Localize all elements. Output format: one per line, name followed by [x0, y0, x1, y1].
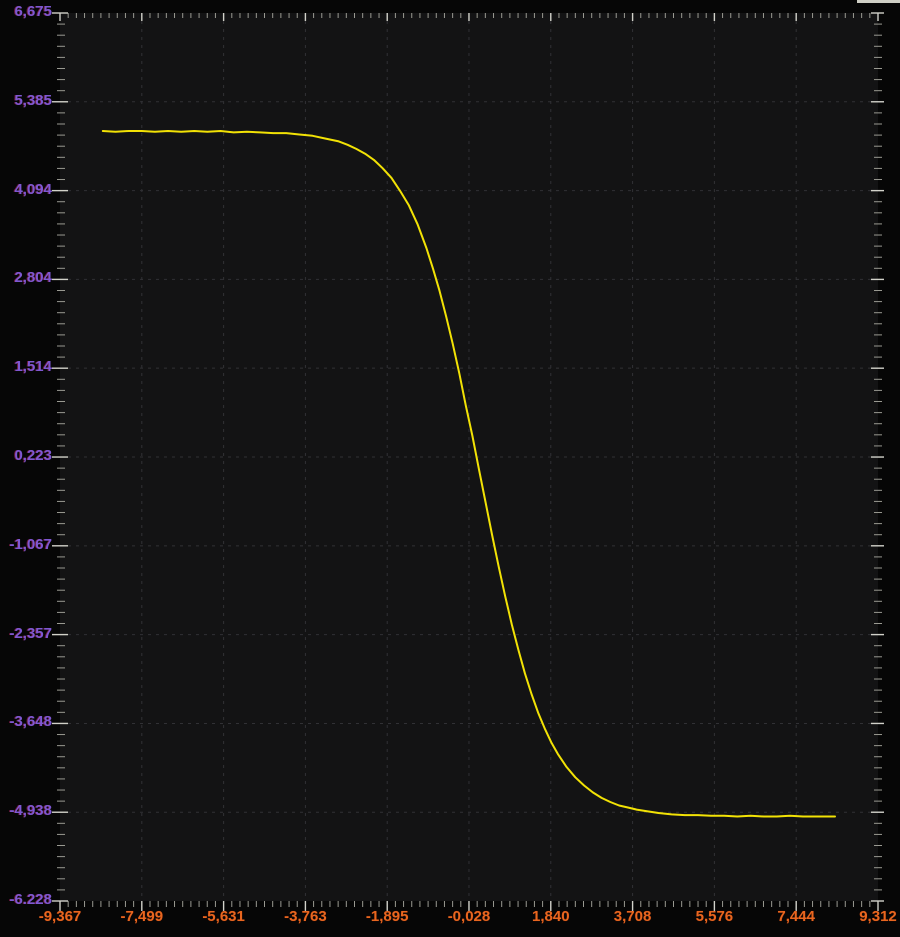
x-axis-tick-label: -7,499: [120, 908, 164, 925]
x-axis-tick-label: -9,367: [38, 908, 82, 925]
x-axis-tick-label: -0,028: [447, 908, 491, 925]
series-signal-curve: [101, 130, 836, 818]
y-axis-tick-label: 0,223: [14, 447, 52, 465]
y-axis-tick-label: -3,648: [9, 713, 52, 731]
y-axis-tick-label: -2,357: [9, 624, 52, 642]
top-right-light-bar: [857, 0, 900, 3]
x-axis-tick-label: -1,895: [365, 908, 409, 925]
x-axis-tick-label: -5,631: [202, 908, 245, 925]
y-axis-tick-label: 2,804: [14, 269, 52, 287]
x-axis-tick-label: 9,312: [859, 908, 897, 925]
y-axis-tick-label: -4,938: [9, 802, 52, 820]
y-axis-tick-label: 6,675: [14, 3, 52, 20]
y-axis-tick-label: -6.228: [9, 891, 52, 908]
x-axis-tick-label: 5,576: [695, 908, 734, 925]
x-axis-tick-label: -3,763: [284, 908, 327, 925]
x-axis-tick-label: 7,444: [777, 908, 815, 925]
y-axis-tick-label: -1,067: [9, 535, 52, 553]
y-axis-tick-label: 1,514: [14, 358, 52, 376]
y-axis-tick-label: 5,385: [14, 91, 52, 109]
x-axis-tick-label: 1,840: [532, 908, 570, 925]
y-axis-tick-label: 4,094: [14, 180, 52, 198]
x-axis-tick-label: 3,708: [613, 908, 652, 925]
